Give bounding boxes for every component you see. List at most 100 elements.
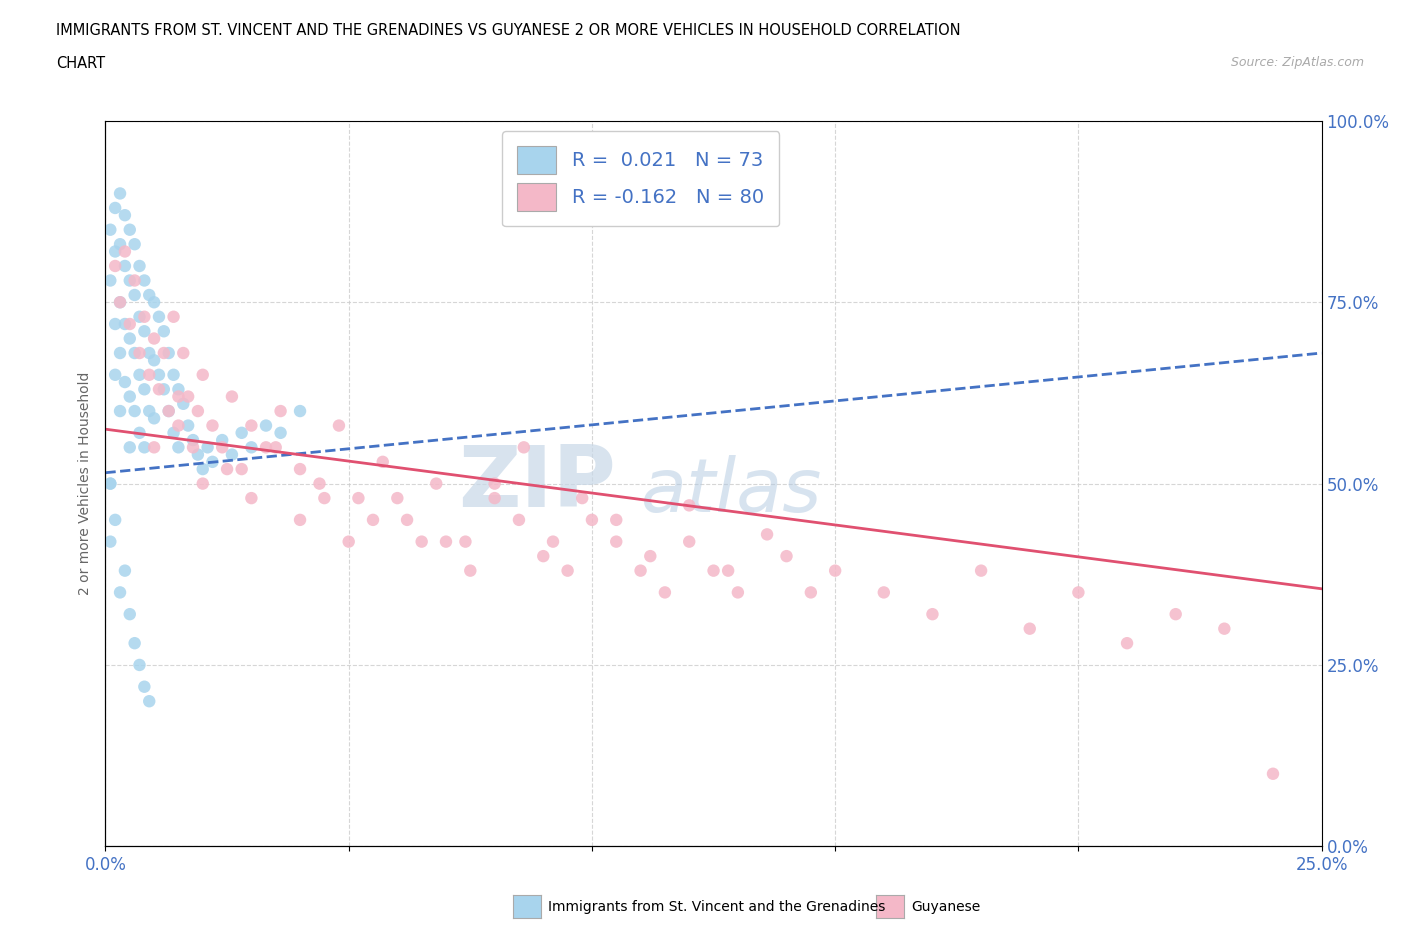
Point (254, 440, 277, 455)
Point (270, 404, 292, 418)
Point (458, 564, 481, 578)
Point (605, 534, 627, 549)
Point (921, 606, 943, 621)
Point (124, 287, 146, 302)
Point (717, 564, 740, 578)
Point (162, 367, 184, 382)
Point (98, 476, 121, 491)
Point (240, 440, 263, 455)
Point (118, 440, 141, 455)
Point (134, 310, 156, 325)
Point (98, 476, 121, 491)
Point (138, 287, 160, 302)
Point (128, 259, 150, 273)
Point (157, 346, 180, 361)
Point (118, 316, 141, 331)
Point (630, 564, 652, 578)
Point (143, 440, 166, 455)
Point (211, 440, 233, 455)
Point (557, 564, 579, 578)
Point (114, 207, 136, 222)
Point (187, 404, 209, 418)
Point (605, 512, 627, 527)
Point (191, 476, 214, 491)
Point (217, 461, 239, 476)
Point (221, 447, 243, 462)
Point (177, 389, 200, 404)
Point (104, 201, 127, 216)
Point (231, 425, 253, 440)
Point (143, 352, 166, 367)
Text: CHART: CHART (56, 56, 105, 71)
Point (640, 549, 662, 564)
Point (288, 512, 311, 527)
Text: Guyanese: Guyanese (911, 899, 980, 914)
Y-axis label: 2 or more Vehicles in Household: 2 or more Vehicles in Household (79, 372, 93, 595)
Point (124, 273, 146, 288)
Point (134, 679, 156, 694)
Point (124, 237, 146, 252)
Point (167, 440, 190, 455)
Point (254, 418, 277, 433)
Point (1261, 766, 1284, 781)
Point (162, 425, 184, 440)
Point (454, 534, 477, 549)
Point (143, 295, 166, 310)
Text: IMMIGRANTS FROM ST. VINCENT AND THE GRENADINES VS GUYANESE 2 OR MORE VEHICLES IN: IMMIGRANTS FROM ST. VINCENT AND THE GREN… (56, 23, 960, 38)
Point (1116, 636, 1139, 651)
Point (153, 346, 176, 361)
Point (134, 440, 156, 455)
Point (484, 476, 506, 491)
Point (114, 375, 136, 390)
Point (148, 310, 170, 325)
Point (347, 491, 370, 506)
Point (157, 404, 180, 418)
Point (118, 606, 141, 621)
Point (124, 636, 146, 651)
Point (108, 237, 131, 252)
Point (108, 186, 131, 201)
Text: Source: ZipAtlas.com: Source: ZipAtlas.com (1230, 56, 1364, 69)
Point (114, 244, 136, 259)
Point (371, 455, 394, 470)
Point (288, 461, 311, 476)
Point (678, 534, 700, 549)
Point (148, 367, 170, 382)
Legend: R =  0.021   N = 73, R = -0.162   N = 80: R = 0.021 N = 73, R = -0.162 N = 80 (502, 130, 779, 227)
Point (211, 432, 233, 447)
Point (124, 404, 146, 418)
Point (128, 367, 150, 382)
Point (167, 418, 190, 433)
Point (800, 585, 823, 600)
Point (134, 324, 156, 339)
Point (167, 382, 190, 397)
Point (396, 512, 419, 527)
Point (1067, 585, 1090, 600)
Point (240, 491, 263, 506)
Point (118, 273, 141, 288)
Point (128, 310, 150, 325)
Point (128, 346, 150, 361)
Point (108, 404, 131, 418)
Point (201, 418, 224, 433)
Point (108, 346, 131, 361)
Point (124, 346, 146, 361)
Point (240, 418, 263, 433)
Point (411, 534, 433, 549)
Point (824, 564, 846, 578)
Point (541, 534, 564, 549)
Point (181, 440, 204, 455)
Point (187, 447, 209, 462)
Point (172, 346, 194, 361)
Point (98, 534, 121, 549)
Point (118, 222, 141, 237)
Point (702, 564, 725, 578)
Text: atlas: atlas (641, 455, 823, 527)
Point (571, 491, 593, 506)
Point (531, 549, 554, 564)
Point (148, 382, 170, 397)
Point (513, 440, 536, 455)
Point (581, 512, 603, 527)
Point (167, 389, 190, 404)
Point (1018, 621, 1040, 636)
